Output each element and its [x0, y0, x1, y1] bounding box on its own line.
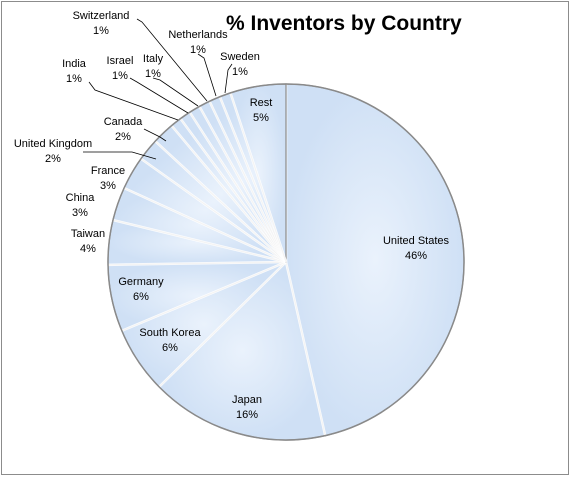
- leader-line-switzerland: [136, 18, 208, 102]
- data-label-italy: Italy 1%: [143, 53, 164, 80]
- slice-highlight-edge: [112, 218, 287, 264]
- data-label-south-korea: South Korea 6%: [139, 327, 201, 354]
- slice-highlight-edge: [158, 261, 287, 388]
- slice-highlight-edge: [140, 157, 287, 264]
- leader-line-sweden: [224, 63, 233, 94]
- slice-highlight-edge: [198, 105, 288, 263]
- leader-line-india: [88, 81, 179, 121]
- leader-line-israel: [129, 77, 189, 114]
- data-label-united-kingdom: United Kingdom 2%: [14, 138, 92, 165]
- data-label-france: France 3%: [91, 165, 125, 192]
- data-label-united-states: United States 46%: [383, 235, 450, 262]
- leader-line-netherlands: [197, 53, 217, 97]
- slice-highlight-edge: [123, 186, 287, 264]
- data-label-taiwan: Taiwan 4%: [71, 228, 105, 255]
- leader-line-italy: [152, 77, 199, 107]
- slice-highlight-edge: [229, 92, 288, 263]
- slice-highlight-edge: [154, 140, 287, 263]
- data-label-switzerland: Switzerland 1%: [73, 10, 130, 37]
- slice-highlight-edge: [170, 124, 287, 263]
- data-label-germany: Germany 6%: [118, 276, 164, 303]
- chart-title: % Inventors by Country: [226, 12, 462, 35]
- data-label-netherlands: Netherlands 1%: [168, 29, 228, 56]
- data-label-israel: Israel 1%: [107, 55, 134, 82]
- data-label-japan: Japan 16%: [232, 394, 262, 421]
- slice-highlight-edge: [208, 100, 288, 263]
- slice-highlight-edge: [218, 96, 288, 263]
- leader-line-canada: [143, 128, 167, 142]
- data-label-rest: Rest 5%: [250, 97, 273, 124]
- data-label-canada: Canada 2%: [104, 116, 143, 143]
- slice-highlight-edge: [108, 260, 287, 267]
- data-label-china: China 3%: [66, 192, 96, 219]
- slice-highlight-edge: [179, 117, 288, 263]
- data-label-sweden: Sweden 1%: [220, 51, 260, 78]
- slice-highlight-edge: [121, 260, 287, 332]
- slice-highlight-edge: [188, 111, 288, 263]
- pie-rim: [107, 83, 465, 441]
- leader-line-united-kingdom: [83, 151, 157, 160]
- slice-highlight-edge: [284, 261, 327, 436]
- data-label-india: India 1%: [62, 58, 87, 85]
